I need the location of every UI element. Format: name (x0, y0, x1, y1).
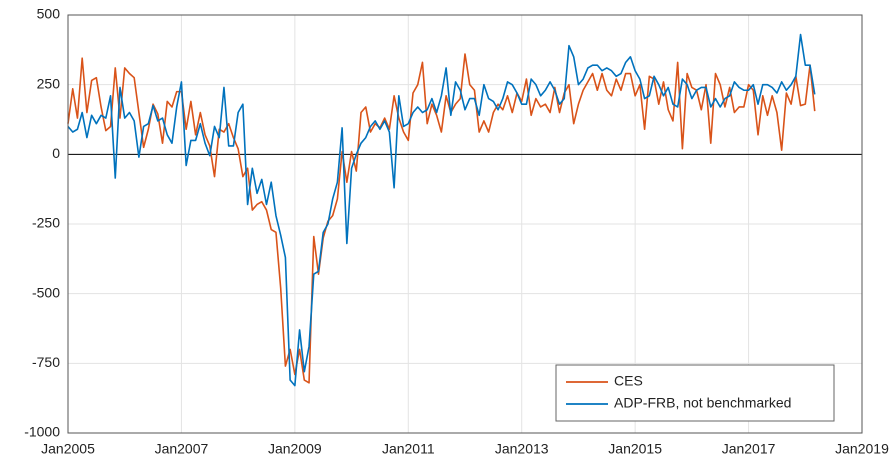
x-tick-label: Jan2017 (722, 441, 776, 457)
x-tick-label: Jan2013 (495, 441, 549, 457)
y-tick-label: -1000 (24, 424, 60, 440)
y-tick-label: 500 (37, 6, 61, 22)
y-tick-label: -750 (32, 354, 60, 370)
legend-label: CES (614, 373, 643, 389)
legend-box (555, 364, 835, 422)
x-tick-label: Jan2009 (268, 441, 322, 457)
series-line (67, 33, 816, 387)
x-tick-label: Jan2007 (155, 441, 209, 457)
x-tick-label: Jan2005 (41, 441, 95, 457)
y-tick-label: 0 (52, 145, 60, 161)
plot-frame (67, 14, 863, 434)
series-line (67, 53, 816, 384)
y-tick-label: 250 (37, 75, 61, 91)
x-tick-label: Jan2015 (608, 441, 662, 457)
y-tick-label: -250 (32, 215, 60, 231)
x-tick-label: Jan2019 (835, 441, 889, 457)
legend-label: ADP-FRB, not benchmarked (614, 395, 791, 411)
y-tick-label: -500 (32, 284, 60, 300)
x-tick-label: Jan2011 (382, 441, 435, 457)
